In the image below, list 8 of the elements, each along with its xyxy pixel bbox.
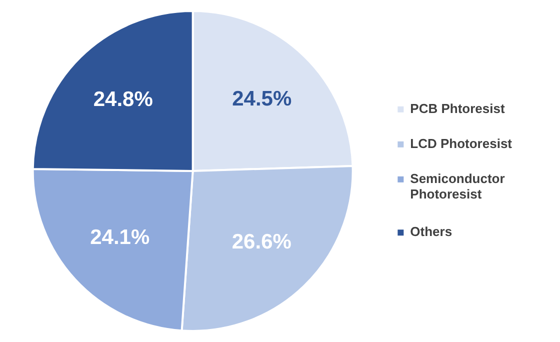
data-label: 24.8%: [93, 88, 154, 112]
legend-label: LCD Photoresist: [410, 136, 513, 151]
legend-label: PCB Phtoresist: [410, 100, 506, 116]
legend-label: Semiconductor Photoresist: [410, 170, 505, 202]
data-label: 24.5%: [232, 88, 292, 111]
legend-label: Others: [410, 224, 452, 240]
data-label: 24.1%: [90, 226, 150, 250]
data-label: 26.6%: [232, 230, 292, 254]
